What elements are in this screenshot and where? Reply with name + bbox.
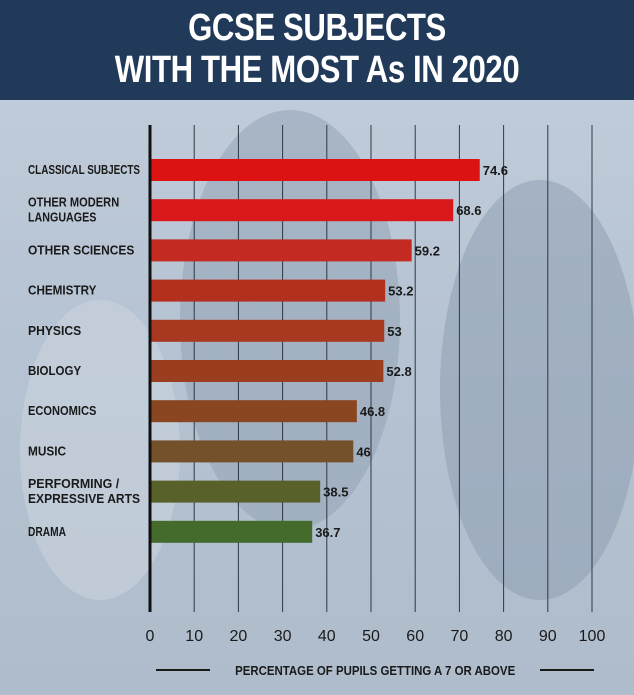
header-banner: GCSE SUBJECTS WITH THE MOST As IN 2020 (0, 0, 634, 100)
category-label: ECONOMICS (28, 403, 97, 418)
category-label: PERFORMING / (28, 476, 120, 491)
bar (150, 400, 357, 423)
x-tick-label: 20 (230, 628, 248, 645)
bars (150, 159, 480, 543)
bar (150, 360, 384, 382)
x-tick-label: 60 (406, 628, 424, 645)
x-tick-label: 80 (495, 628, 513, 645)
category-label: DRAMA (28, 524, 66, 539)
chart-title-line-1: GCSE SUBJECTS (188, 7, 446, 49)
value-label: 53.2 (388, 284, 413, 299)
category-label: PHYSICS (28, 323, 82, 338)
x-tick-label: 0 (146, 628, 155, 645)
x-tick-labels: 0 10 20 30 40 50 60 70 80 90 100 (146, 628, 606, 645)
value-labels: 74.6 68.6 59.2 53.2 53 52.8 46.8 46 38.5 36.7 (315, 163, 508, 540)
category-label: BIOLOGY (28, 363, 81, 378)
bar (150, 480, 321, 503)
x-tick-label: 70 (451, 628, 469, 645)
value-label: 38.5 (323, 485, 348, 500)
category-label: CLASSICAL SUBJECTS (28, 162, 140, 177)
bar (150, 520, 313, 543)
value-label: 36.7 (315, 525, 340, 540)
value-label: 52.8 (386, 364, 411, 379)
x-tick-label: 40 (318, 628, 336, 645)
bar (150, 319, 385, 342)
x-axis-title: PERCENTAGE OF PUPILS GETTING A 7 OR ABOV… (150, 660, 600, 680)
category-label: LANGUAGES (28, 210, 97, 225)
x-tick-label: 100 (579, 628, 606, 645)
x-axis-label: PERCENTAGE OF PUPILS GETTING A 7 OR ABOV… (234, 662, 516, 678)
value-label: 46 (356, 444, 370, 459)
value-label: 59.2 (415, 243, 440, 258)
value-label: 68.6 (456, 203, 481, 218)
chart-title-line-2: WITH THE MOST As IN 2020 (114, 49, 520, 91)
category-label: OTHER MODERN (28, 195, 119, 210)
background-shape (440, 180, 634, 600)
bar (150, 279, 386, 302)
category-label: EXPRESSIVE ARTS (28, 491, 140, 506)
x-axis-title-rule-left (156, 669, 210, 671)
category-label: OTHER SCIENCES (28, 242, 135, 257)
bar (150, 199, 454, 222)
x-tick-label: 90 (539, 628, 557, 645)
value-label: 46.8 (360, 404, 385, 419)
category-label: MUSIC (28, 443, 67, 458)
x-axis-title-rule-right (540, 669, 595, 671)
bar (150, 440, 354, 463)
bar (150, 159, 480, 181)
bar (150, 239, 412, 262)
x-tick-label: 50 (362, 628, 380, 645)
value-label: 74.6 (483, 163, 508, 178)
x-tick-label: 10 (185, 628, 203, 645)
value-label: 53 (387, 324, 401, 339)
x-tick-label: 30 (274, 628, 292, 645)
category-label: CHEMISTRY (28, 283, 97, 298)
